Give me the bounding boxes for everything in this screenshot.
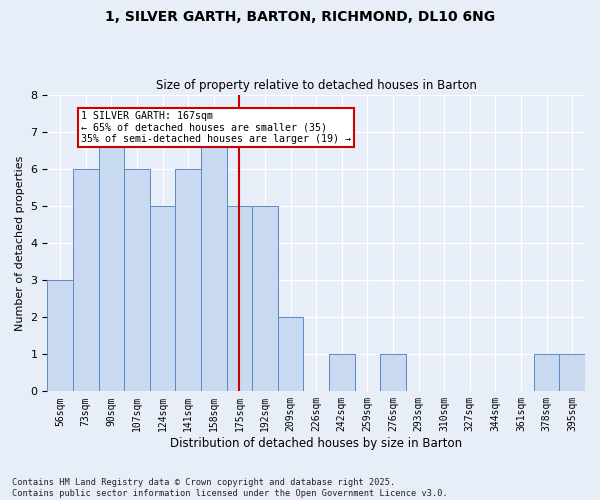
Bar: [227, 206, 252, 392]
Bar: [252, 206, 278, 392]
Bar: [73, 168, 98, 392]
Text: 1 SILVER GARTH: 167sqm
← 65% of detached houses are smaller (35)
35% of semi-det: 1 SILVER GARTH: 167sqm ← 65% of detached…: [80, 111, 350, 144]
Title: Size of property relative to detached houses in Barton: Size of property relative to detached ho…: [156, 79, 476, 92]
Bar: [534, 354, 559, 392]
Bar: [329, 354, 355, 392]
Bar: [278, 317, 304, 392]
Text: 1, SILVER GARTH, BARTON, RICHMOND, DL10 6NG: 1, SILVER GARTH, BARTON, RICHMOND, DL10 …: [105, 10, 495, 24]
Bar: [47, 280, 73, 392]
Bar: [124, 168, 150, 392]
Bar: [98, 132, 124, 392]
Text: Contains HM Land Registry data © Crown copyright and database right 2025.
Contai: Contains HM Land Registry data © Crown c…: [12, 478, 448, 498]
X-axis label: Distribution of detached houses by size in Barton: Distribution of detached houses by size …: [170, 437, 462, 450]
Bar: [380, 354, 406, 392]
Bar: [150, 206, 175, 392]
Y-axis label: Number of detached properties: Number of detached properties: [15, 156, 25, 330]
Bar: [201, 132, 227, 392]
Bar: [559, 354, 585, 392]
Bar: [175, 168, 201, 392]
